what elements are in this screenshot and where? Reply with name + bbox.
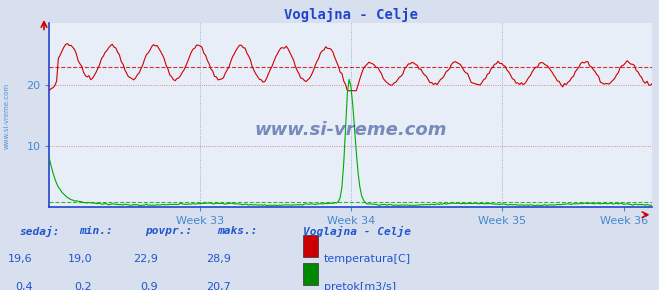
Text: 0,2: 0,2 xyxy=(74,282,92,290)
Title: Voglajna - Celje: Voglajna - Celje xyxy=(284,8,418,22)
Text: 22,9: 22,9 xyxy=(133,254,158,264)
Text: 19,6: 19,6 xyxy=(9,254,33,264)
Text: temperatura[C]: temperatura[C] xyxy=(324,254,411,264)
Bar xyxy=(303,235,318,257)
Text: 0,4: 0,4 xyxy=(15,282,33,290)
Text: www.si-vreme.com: www.si-vreme.com xyxy=(3,83,10,149)
Text: povpr.:: povpr.: xyxy=(145,226,192,236)
Text: 20,7: 20,7 xyxy=(206,282,231,290)
Text: Voglajna - Celje: Voglajna - Celje xyxy=(303,226,411,237)
Text: 0,9: 0,9 xyxy=(140,282,158,290)
Text: min.:: min.: xyxy=(79,226,113,236)
Text: sedaj:: sedaj: xyxy=(20,226,60,237)
Text: pretok[m3/s]: pretok[m3/s] xyxy=(324,282,396,290)
Text: www.si-vreme.com: www.si-vreme.com xyxy=(254,121,447,139)
Bar xyxy=(303,263,318,285)
Text: 28,9: 28,9 xyxy=(206,254,231,264)
Text: maks.:: maks.: xyxy=(217,226,258,236)
Text: 19,0: 19,0 xyxy=(68,254,92,264)
